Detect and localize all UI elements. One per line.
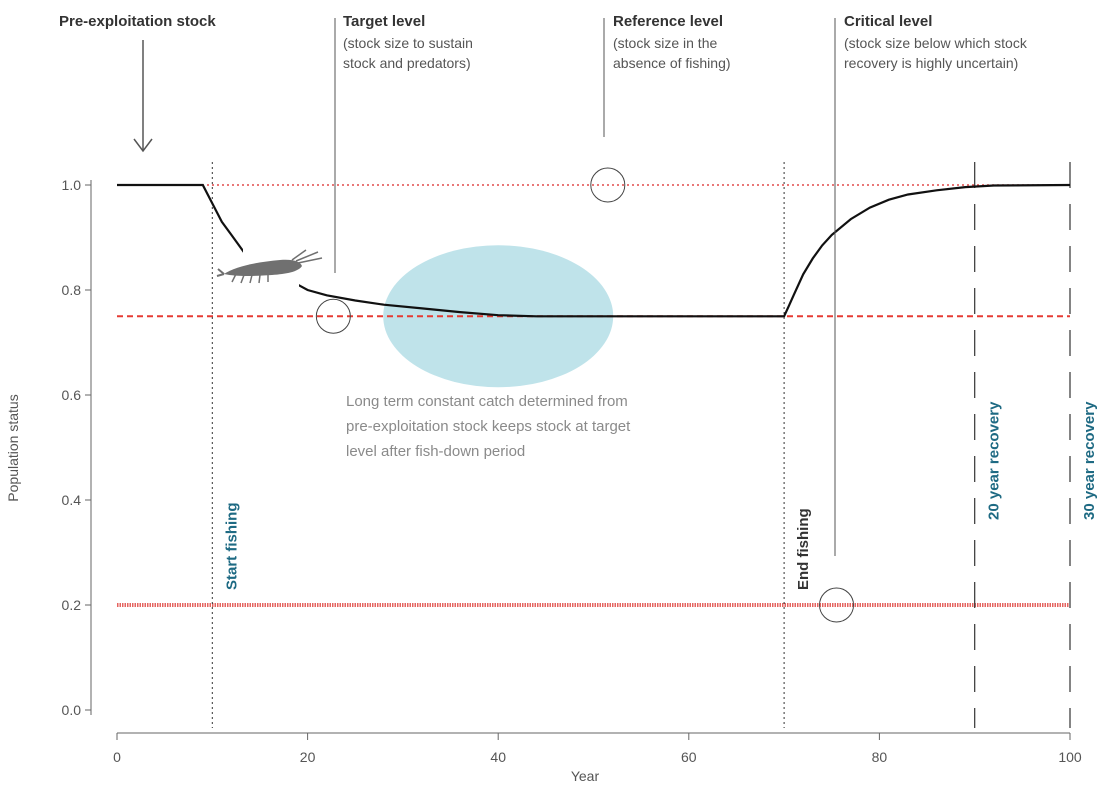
annotation-critical-body-1: (stock size below which stock [844, 35, 1028, 51]
annotation-target-body-2: stock and predators) [343, 55, 471, 71]
note-line-3: level after fish-down period [346, 443, 525, 460]
y-tick-label-5: 1.0 [62, 177, 82, 193]
x-tick-label-5: 100 [1058, 749, 1082, 765]
krill-icon [216, 249, 323, 284]
x-tick-label-3: 60 [681, 749, 697, 765]
note-line-1: Long term constant catch determined from [346, 393, 628, 410]
annotation-critical-body-2: recovery is highly uncertain) [844, 55, 1018, 71]
x-tick-label-1: 20 [300, 749, 316, 765]
annotation-target-body-1: (stock size to sustain [343, 35, 473, 51]
target-level-marker [315, 298, 351, 334]
y-tick-label-4: 0.8 [62, 282, 82, 298]
vline-label-3: 30 year recovery [1081, 401, 1098, 520]
y-tick-label-1: 0.2 [62, 597, 82, 613]
y-axis-title: Population status [5, 394, 21, 501]
note-line-2: pre-exploitation stock keeps stock at ta… [346, 418, 631, 435]
x-tick-label-0: 0 [113, 749, 121, 765]
annotation-reference-body-2: absence of fishing) [613, 55, 731, 71]
annotation-reference-title: Reference level [613, 13, 723, 30]
annotation-target-title: Target level [343, 13, 425, 30]
population-curve [117, 183, 1071, 318]
x-tick-label-2: 40 [490, 749, 506, 765]
critical-level-marker [819, 587, 855, 623]
annotation-critical-title: Critical level [844, 13, 932, 30]
reference-level-marker [590, 167, 626, 203]
vline-label-1: End fishing [795, 508, 812, 590]
y-tick-label-0: 0.0 [62, 702, 82, 718]
vline-label-0: Start fishing [223, 502, 240, 590]
annotation-pre-exploitation-title: Pre-exploitation stock [59, 13, 216, 30]
vline-label-2: 20 year recovery [986, 401, 1003, 520]
pre-exploitation-arrow-head [133, 138, 153, 153]
x-axis-title: Year [571, 768, 600, 784]
y-tick-label-2: 0.4 [62, 492, 82, 508]
x-tick-label-4: 80 [872, 749, 888, 765]
annotation-reference-body-1: (stock size in the [613, 35, 717, 51]
y-tick-label-3: 0.6 [62, 387, 82, 403]
